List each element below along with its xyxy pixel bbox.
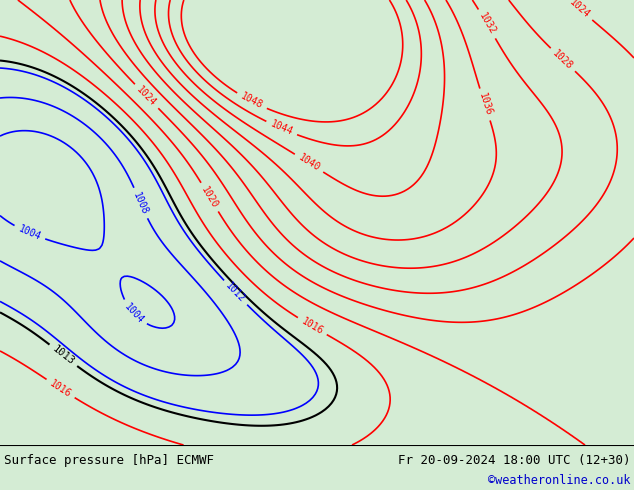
Text: 1004: 1004	[122, 301, 145, 325]
Text: 1040: 1040	[297, 152, 321, 173]
Text: ©weatheronline.co.uk: ©weatheronline.co.uk	[488, 473, 630, 487]
Text: 1016: 1016	[48, 378, 73, 399]
Text: 1020: 1020	[199, 184, 220, 210]
Text: 1044: 1044	[269, 119, 294, 138]
Text: 1028: 1028	[551, 48, 575, 72]
Text: Surface pressure [hPa] ECMWF: Surface pressure [hPa] ECMWF	[4, 454, 214, 466]
Text: 1004: 1004	[16, 224, 42, 242]
Text: 1036: 1036	[477, 92, 493, 117]
Text: 1032: 1032	[477, 11, 497, 37]
Text: 1013: 1013	[50, 344, 76, 367]
Text: 1016: 1016	[299, 316, 325, 337]
Text: 1048: 1048	[239, 92, 264, 111]
Text: Fr 20-09-2024 18:00 UTC (12+30): Fr 20-09-2024 18:00 UTC (12+30)	[398, 454, 630, 466]
Text: 1012: 1012	[224, 281, 247, 305]
Text: 1024: 1024	[135, 84, 158, 108]
Text: 1024: 1024	[567, 0, 592, 21]
Text: 1008: 1008	[131, 190, 150, 216]
